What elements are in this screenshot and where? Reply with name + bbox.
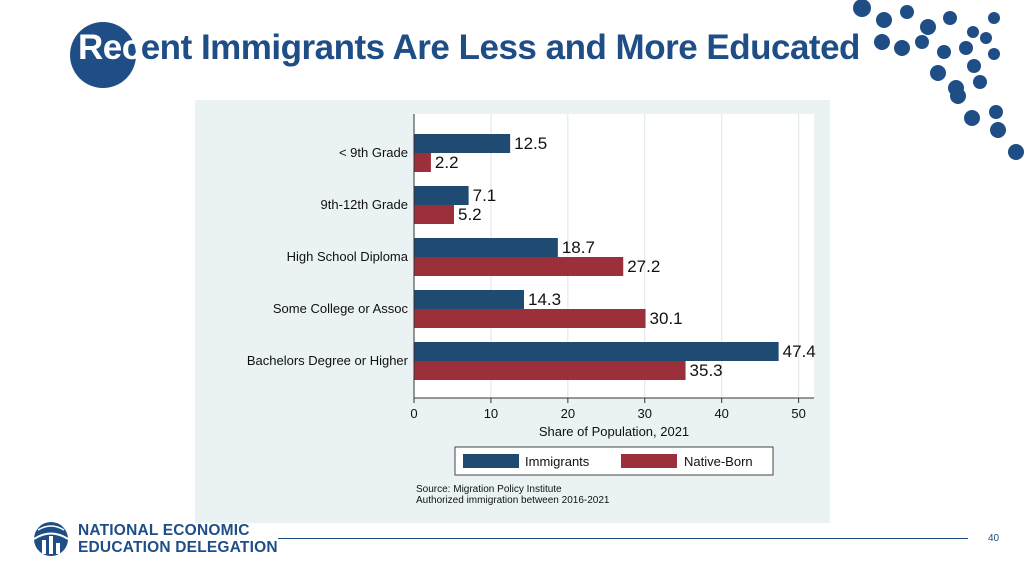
chart-panel: < 9th Grade 12.5 2.2 9th-12th Grade 7.1 5.2 Hi… <box>195 100 830 523</box>
bar <box>414 342 779 361</box>
slide-title: Recent Immigrants Are Less and More Educ… <box>78 28 860 68</box>
decorative-dots <box>853 0 1024 160</box>
source-note: Source: Migration Policy Institute <box>416 484 562 495</box>
x-axis-title: Share of Population, 2021 <box>539 424 689 439</box>
decorative-dot <box>990 122 1006 138</box>
data-label: 5.2 <box>458 205 482 224</box>
decorative-dot <box>943 11 957 25</box>
data-label: 35.3 <box>690 361 723 380</box>
data-label: 27.2 <box>627 257 660 276</box>
slide-title-lead: Rec <box>78 28 141 67</box>
legend-box <box>454 446 774 476</box>
legend-swatch <box>621 454 677 468</box>
org-name-line1: NATIONAL ECONOMIC <box>78 522 250 539</box>
decorative-dot <box>920 19 936 35</box>
decorative-dot <box>988 12 1000 24</box>
x-tick-label: 50 <box>791 406 805 421</box>
legend-swatch <box>463 454 519 468</box>
bar <box>414 153 431 172</box>
bar <box>414 361 686 380</box>
bar <box>414 257 624 276</box>
bar <box>414 205 454 224</box>
decorative-dot <box>853 0 871 17</box>
data-label: 47.4 <box>783 342 816 361</box>
decorative-dot <box>964 110 980 126</box>
bar <box>414 290 524 309</box>
bar <box>414 238 558 257</box>
category-label: 9th-12th Grade <box>321 197 408 212</box>
decorative-dot <box>973 75 987 89</box>
bar <box>414 134 511 153</box>
x-tick-label: 10 <box>484 406 498 421</box>
data-label: 12.5 <box>514 134 547 153</box>
decorative-dot <box>915 35 929 49</box>
legend-label: Native-Born <box>684 454 753 469</box>
category-label: Some College or Assoc <box>273 301 409 316</box>
page-number: 40 <box>988 533 1000 544</box>
decorative-dot <box>980 32 992 44</box>
x-tick-label: 40 <box>714 406 728 421</box>
decorative-dot <box>930 65 946 81</box>
category-label: < 9th Grade <box>339 145 408 160</box>
decorative-dot <box>876 12 892 28</box>
decorative-dot <box>950 88 966 104</box>
globe-bars-icon <box>33 522 69 556</box>
decorative-dot <box>937 45 951 59</box>
decorative-dot <box>988 48 1000 60</box>
org-name: NATIONAL ECONOMIC EDUCATION DELEGATION <box>78 522 278 556</box>
bar-chart: < 9th Grade 12.5 2.2 9th-12th Grade 7.15.2 Hi… <box>247 114 816 506</box>
decorative-dot <box>900 5 914 19</box>
bar <box>414 186 469 205</box>
x-tick-label: 30 <box>638 406 652 421</box>
bar <box>414 309 646 328</box>
decorative-dot <box>967 59 981 73</box>
category-label: High School Diploma <box>287 249 409 264</box>
x-tick-label: 0 <box>410 406 417 421</box>
legend-label: Immigrants <box>525 454 590 469</box>
decorative-dot <box>874 34 890 50</box>
category-label: Bachelors Degree or Higher <box>247 353 409 368</box>
data-label: 30.1 <box>650 309 683 328</box>
data-label: 2.2 <box>435 153 459 172</box>
source-note: Authorized immigration between 2016-2021 <box>416 495 610 506</box>
title-accent-circle <box>70 22 136 88</box>
org-name-line2: EDUCATION DELEGATION <box>78 539 278 556</box>
footer-divider <box>278 538 968 539</box>
slide-title-rest: ent Immigrants Are Less and More Educate… <box>140 28 861 67</box>
data-label: 18.7 <box>562 238 595 257</box>
decorative-dot <box>1008 144 1024 160</box>
data-label: 14.3 <box>528 290 561 309</box>
decorative-dot <box>959 41 973 55</box>
decorative-dot <box>894 40 910 56</box>
decorative-dot <box>967 26 979 38</box>
x-tick-label: 20 <box>561 406 575 421</box>
data-label: 7.1 <box>473 186 497 205</box>
decorative-dot <box>989 105 1003 119</box>
